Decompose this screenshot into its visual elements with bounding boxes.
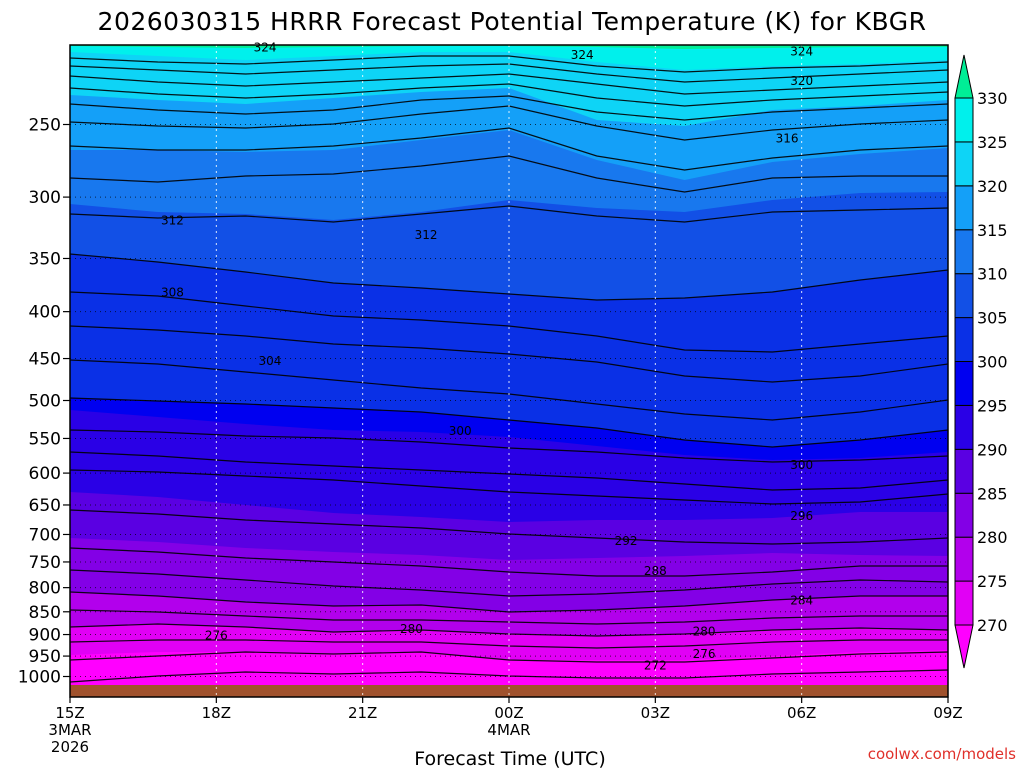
- ground-strip: [70, 685, 948, 697]
- y-axis: 250 300 350 400 450 500 550 600 650 700 750 800 850 9…: [18, 116, 70, 688]
- x-tick-sublabel-3MAR: 3MAR: [48, 721, 91, 739]
- colorbar-swatch-325: [954, 97, 974, 143]
- colorbar-label-295: 295: [977, 396, 1008, 415]
- contour-label-292: 292: [615, 534, 638, 548]
- colorbar-swatch-295: [954, 361, 974, 406]
- contour-label-324: 324: [254, 40, 277, 54]
- x-tick-label-18Z: 18Z: [202, 704, 231, 722]
- contour-label-276: 276: [205, 628, 228, 642]
- colorbar-label-310: 310: [977, 265, 1008, 284]
- contour-labels: 324 324 324 320 316 312 312 308 304 300 300 296 292 2…: [161, 40, 813, 672]
- colorbar-label-320: 320: [977, 177, 1008, 196]
- x-tick-sublabel-4MAR: 4MAR: [487, 721, 530, 739]
- contour-label-312: 312: [161, 213, 184, 227]
- colorbar-cap-low: [954, 624, 974, 669]
- contour-label-308: 308: [161, 285, 184, 299]
- contour-line-19: [70, 569, 948, 597]
- x-tick-label-00Z: 00Z: [494, 704, 523, 722]
- y-tick-label-300: 300: [29, 188, 61, 208]
- x-tick-label-06Z: 06Z: [787, 704, 816, 722]
- chart-title: 2026030315 HRRR Forecast Potential Tempe…: [98, 7, 927, 36]
- colorbar-swatch-290: [954, 404, 974, 450]
- y-tick-label-850: 850: [29, 603, 61, 623]
- contour-label-300: 300: [449, 424, 472, 438]
- contour-label-320: 320: [790, 74, 813, 88]
- colorbar-label-280: 280: [977, 528, 1008, 547]
- contour-label-284: 284: [790, 593, 813, 607]
- colorbar-label-275: 275: [977, 572, 1008, 591]
- colorbar-swatch-275: [954, 536, 974, 582]
- plot-area: [70, 45, 948, 697]
- colorbar-swatch-280: [954, 492, 974, 538]
- colorbar-swatch-285: [954, 448, 974, 494]
- colorbar-label-315: 315: [977, 221, 1008, 240]
- y-tick-label-900: 900: [29, 626, 61, 646]
- field-band-330: [70, 45, 948, 70]
- colorbar-label-300: 300: [977, 353, 1008, 372]
- colorbar-swatch-270: [954, 580, 974, 626]
- contour-line-24: [70, 651, 948, 663]
- y-tick-label-350: 350: [29, 249, 61, 269]
- contour-label-272: 272: [644, 659, 667, 673]
- contour-label-280: 280: [400, 622, 423, 636]
- y-tick-label-400: 400: [29, 303, 61, 323]
- y-tick-label-550: 550: [29, 429, 61, 449]
- colorbar-label-330: 330: [977, 89, 1008, 108]
- colorbar-label-285: 285: [977, 484, 1008, 503]
- contour-line-10: [70, 291, 948, 353]
- colorbar-swatch-300: [954, 317, 974, 363]
- contour-line-13: [70, 397, 948, 448]
- colorbar-cap-high: [954, 54, 974, 99]
- y-tick-label-650: 650: [29, 496, 61, 516]
- y-tick-label-800: 800: [29, 579, 61, 599]
- y-tick-label-500: 500: [29, 392, 61, 412]
- colorbar-swatch-320: [954, 141, 974, 187]
- colorbar-label-325: 325: [977, 133, 1008, 152]
- contour-label-304: 304: [259, 354, 282, 368]
- credit-text: coolwx.com/models: [868, 745, 1016, 763]
- x-tick-sublabel-2026: 2026: [51, 738, 89, 756]
- contour-label-296: 296: [790, 509, 813, 523]
- y-tick-label-1000: 1000: [18, 668, 61, 688]
- grid-lines: [70, 45, 948, 697]
- contour-label-312: 312: [415, 228, 438, 242]
- contour-label-300: 300: [790, 458, 813, 472]
- y-tick-label-450: 450: [29, 350, 61, 370]
- y-tick-label-950: 950: [29, 647, 61, 667]
- x-axis-label: Forecast Time (UTC): [414, 748, 605, 768]
- contour-label-316: 316: [776, 132, 799, 146]
- x-tick-label-09Z: 09Z: [933, 704, 962, 722]
- contour-label-324: 324: [790, 44, 813, 58]
- y-tick-label-250: 250: [29, 116, 61, 136]
- colorbar-swatch-310: [954, 229, 974, 275]
- colorbar-label-270: 270: [977, 616, 1008, 635]
- contour-line-3: [70, 83, 948, 107]
- contour-label-276: 276: [693, 647, 716, 661]
- colorbar-swatch-315: [954, 185, 974, 231]
- x-tick-label-21Z: 21Z: [348, 704, 377, 722]
- contour-label-280: 280: [693, 624, 716, 638]
- contour-line-16: [70, 469, 948, 505]
- colorbar-swatch-305: [954, 273, 974, 319]
- x-tick-label-03Z: 03Z: [641, 704, 670, 722]
- contour-line-8: [70, 205, 948, 223]
- colorbar: 270 275 280 285 290 295 300 305 310 315 320 325 330: [954, 54, 1008, 669]
- contour-label-288: 288: [644, 564, 667, 578]
- contour-line-6: [70, 127, 948, 171]
- contour-label-324: 324: [571, 48, 594, 62]
- y-tick-label-600: 600: [29, 464, 61, 484]
- y-tick-label-700: 700: [29, 525, 61, 545]
- field-band-top: [70, 45, 948, 49]
- colorbar-label-305: 305: [977, 309, 1008, 328]
- x-tick-label-15Z: 15Z: [55, 704, 84, 722]
- y-tick-label-750: 750: [29, 553, 61, 573]
- colorbar-label-290: 290: [977, 440, 1008, 459]
